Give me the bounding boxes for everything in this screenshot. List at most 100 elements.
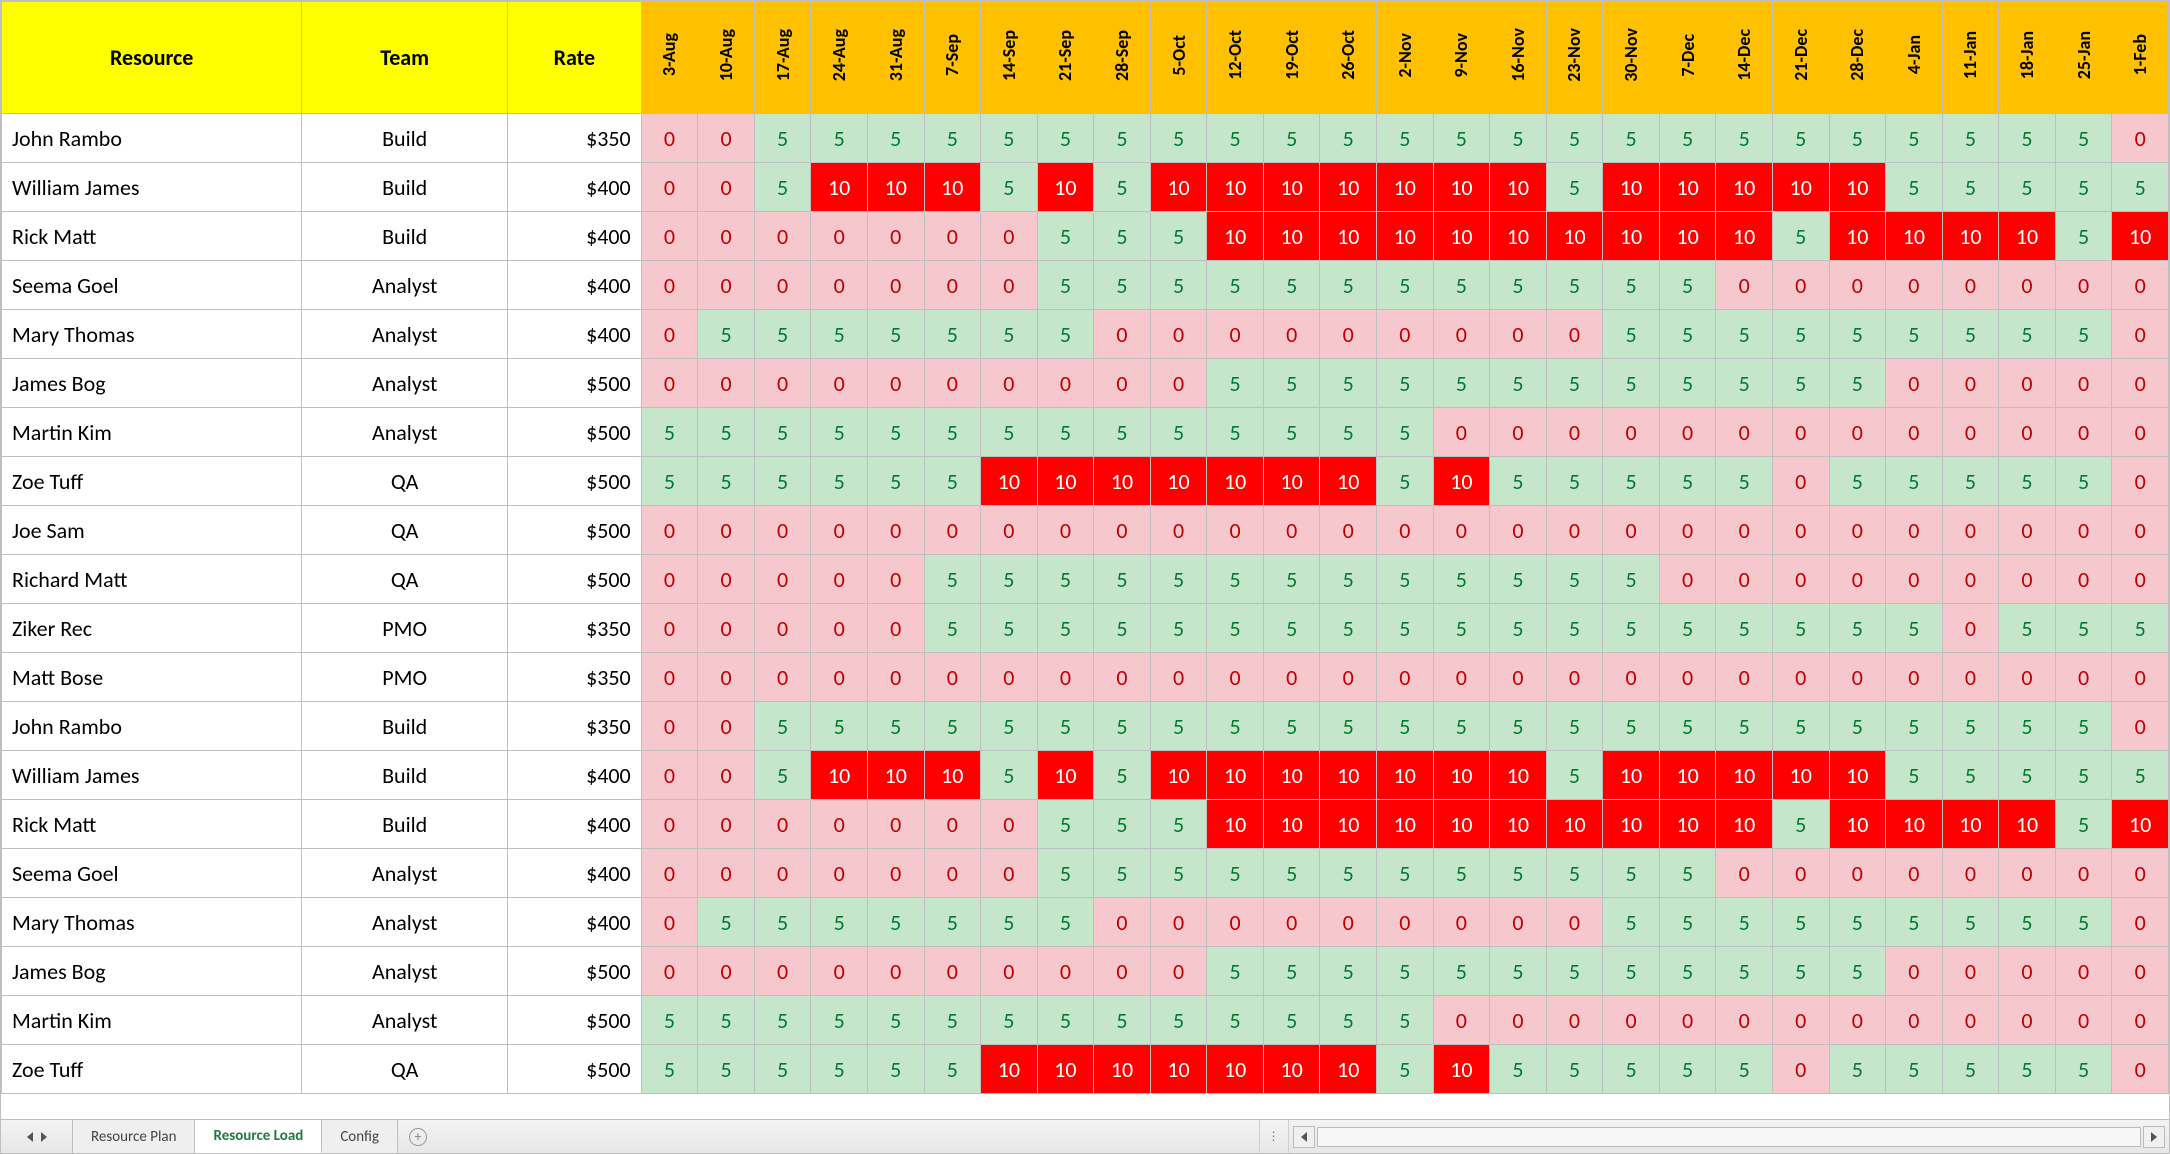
- cell-load[interactable]: 5: [1659, 604, 1716, 653]
- cell-load[interactable]: 0: [1546, 996, 1603, 1045]
- cell-load[interactable]: 10: [1772, 163, 1829, 212]
- header-date[interactable]: 30-Nov: [1603, 2, 1660, 114]
- cell-load[interactable]: 5: [2055, 800, 2112, 849]
- cell-load[interactable]: 5: [1886, 457, 1943, 506]
- cell-load[interactable]: 5: [1659, 114, 1716, 163]
- cell-load[interactable]: 10: [1094, 1045, 1151, 1094]
- cell-load[interactable]: 5: [1546, 359, 1603, 408]
- cell-load[interactable]: 0: [1433, 310, 1490, 359]
- cell-load[interactable]: 0: [981, 800, 1038, 849]
- cell-load[interactable]: 10: [1659, 163, 1716, 212]
- cell-load[interactable]: 5: [1942, 457, 1999, 506]
- cell-load[interactable]: 5: [924, 310, 981, 359]
- cell-team[interactable]: Analyst: [302, 310, 508, 359]
- cell-load[interactable]: 5: [1207, 849, 1264, 898]
- cell-load[interactable]: 0: [698, 849, 755, 898]
- cell-load[interactable]: 10: [1603, 751, 1660, 800]
- cell-load[interactable]: 5: [1150, 800, 1207, 849]
- cell-load[interactable]: 10: [1546, 800, 1603, 849]
- cell-load[interactable]: 5: [1546, 1045, 1603, 1094]
- cell-resource[interactable]: Seema Goel: [2, 261, 302, 310]
- cell-load[interactable]: 0: [924, 261, 981, 310]
- cell-load[interactable]: 5: [1829, 310, 1886, 359]
- header-date[interactable]: 19-Oct: [1263, 2, 1320, 114]
- cell-resource[interactable]: James Bog: [2, 359, 302, 408]
- cell-load[interactable]: 5: [924, 898, 981, 947]
- cell-team[interactable]: QA: [302, 506, 508, 555]
- cell-load[interactable]: 5: [754, 408, 811, 457]
- cell-load[interactable]: 5: [1320, 702, 1377, 751]
- cell-load[interactable]: 10: [1150, 457, 1207, 506]
- cell-load[interactable]: 0: [1716, 408, 1773, 457]
- cell-load[interactable]: 0: [2112, 457, 2169, 506]
- cell-load[interactable]: 5: [867, 898, 924, 947]
- cell-load[interactable]: 5: [641, 1045, 698, 1094]
- cell-load[interactable]: 10: [1377, 751, 1434, 800]
- cell-rate[interactable]: $350: [508, 114, 642, 163]
- cell-load[interactable]: 5: [1037, 604, 1094, 653]
- cell-load[interactable]: 5: [1490, 1045, 1547, 1094]
- cell-load[interactable]: 5: [1490, 359, 1547, 408]
- cell-load[interactable]: 5: [1942, 310, 1999, 359]
- cell-load[interactable]: 10: [1150, 163, 1207, 212]
- cell-load[interactable]: 0: [2112, 702, 2169, 751]
- cell-load[interactable]: 0: [867, 261, 924, 310]
- cell-load[interactable]: 0: [1999, 653, 2056, 702]
- cell-load[interactable]: 5: [1659, 849, 1716, 898]
- cell-rate[interactable]: $350: [508, 653, 642, 702]
- cell-load[interactable]: 10: [1320, 800, 1377, 849]
- cell-load[interactable]: 5: [1829, 114, 1886, 163]
- cell-load[interactable]: 5: [1886, 604, 1943, 653]
- cell-load[interactable]: 0: [641, 849, 698, 898]
- cell-load[interactable]: 5: [1546, 163, 1603, 212]
- cell-load[interactable]: 10: [1546, 212, 1603, 261]
- cell-load[interactable]: 5: [924, 604, 981, 653]
- cell-load[interactable]: 0: [1094, 947, 1151, 996]
- header-date[interactable]: 26-Oct: [1320, 2, 1377, 114]
- cell-load[interactable]: 5: [1716, 1045, 1773, 1094]
- cell-load[interactable]: 0: [2055, 996, 2112, 1045]
- cell-load[interactable]: 10: [1716, 212, 1773, 261]
- cell-load[interactable]: 5: [924, 555, 981, 604]
- cell-load[interactable]: 0: [1603, 996, 1660, 1045]
- cell-load[interactable]: 10: [1150, 751, 1207, 800]
- cell-load[interactable]: 0: [1207, 653, 1264, 702]
- cell-load[interactable]: 0: [2112, 849, 2169, 898]
- cell-resource[interactable]: Ziker Rec: [2, 604, 302, 653]
- cell-load[interactable]: 0: [1433, 653, 1490, 702]
- header-date[interactable]: 21-Dec: [1772, 2, 1829, 114]
- cell-load[interactable]: 0: [867, 800, 924, 849]
- cell-load[interactable]: 5: [1433, 702, 1490, 751]
- cell-load[interactable]: 5: [1377, 996, 1434, 1045]
- cell-team[interactable]: Analyst: [302, 947, 508, 996]
- scroll-track[interactable]: [1317, 1127, 2141, 1147]
- cell-load[interactable]: 5: [1490, 849, 1547, 898]
- cell-load[interactable]: 5: [1546, 555, 1603, 604]
- cell-load[interactable]: 10: [1263, 457, 1320, 506]
- cell-load[interactable]: 0: [641, 506, 698, 555]
- cell-load[interactable]: 0: [981, 849, 1038, 898]
- cell-load[interactable]: 0: [1886, 261, 1943, 310]
- cell-load[interactable]: 0: [1320, 898, 1377, 947]
- cell-load[interactable]: 5: [2112, 604, 2169, 653]
- cell-load[interactable]: 5: [1603, 849, 1660, 898]
- cell-load[interactable]: 0: [1377, 506, 1434, 555]
- cell-load[interactable]: 0: [1829, 555, 1886, 604]
- cell-load[interactable]: 5: [867, 310, 924, 359]
- cell-load[interactable]: 5: [1094, 163, 1151, 212]
- cell-load[interactable]: 5: [981, 163, 1038, 212]
- cell-load[interactable]: 0: [1772, 408, 1829, 457]
- cell-load[interactable]: 0: [698, 751, 755, 800]
- cell-load[interactable]: 5: [1772, 800, 1829, 849]
- cell-load[interactable]: 0: [1999, 849, 2056, 898]
- header-date[interactable]: 16-Nov: [1490, 2, 1547, 114]
- cell-load[interactable]: 5: [1886, 310, 1943, 359]
- cell-load[interactable]: 5: [1659, 457, 1716, 506]
- header-date[interactable]: 18-Jan: [1999, 2, 2056, 114]
- cell-load[interactable]: 5: [1716, 604, 1773, 653]
- cell-load[interactable]: 0: [1207, 898, 1264, 947]
- cell-rate[interactable]: $500: [508, 408, 642, 457]
- cell-load[interactable]: 10: [1999, 800, 2056, 849]
- cell-load[interactable]: 5: [2112, 163, 2169, 212]
- cell-load[interactable]: 0: [924, 506, 981, 555]
